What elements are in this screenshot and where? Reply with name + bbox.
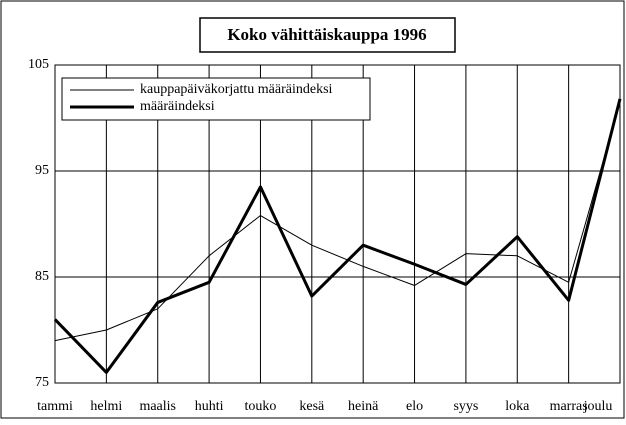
x-tick-label: joulu bbox=[583, 399, 613, 414]
x-tick-label: heinä bbox=[348, 399, 379, 414]
x-tick-label: touko bbox=[245, 399, 277, 414]
legend-label: määräindeksi bbox=[140, 99, 215, 114]
x-tick-label: huhti bbox=[195, 399, 224, 414]
x-tick-label: marras bbox=[550, 399, 588, 414]
x-tick-label: syys bbox=[453, 399, 478, 414]
title-box bbox=[199, 17, 456, 53]
x-tick-label: tammi bbox=[37, 399, 73, 414]
x-tick-label: helmi bbox=[90, 399, 122, 414]
series-line bbox=[53, 98, 622, 374]
legend-label: kauppapäiväkorjattu määräindeksi bbox=[140, 82, 333, 97]
y-tick-label: 95 bbox=[35, 163, 49, 178]
chart-title: Koko vähittäiskauppa 1996 bbox=[227, 25, 426, 44]
x-tick-label: kesä bbox=[299, 399, 325, 414]
x-tick-label: elo bbox=[406, 399, 423, 414]
series-line bbox=[54, 101, 621, 342]
x-tick-label: loka bbox=[505, 399, 530, 414]
x-tick-label: maalis bbox=[139, 399, 176, 414]
y-tick-label: 105 bbox=[28, 57, 49, 72]
legend-box bbox=[61, 77, 371, 121]
y-tick-label: 75 bbox=[35, 375, 49, 390]
y-tick-label: 85 bbox=[35, 269, 49, 284]
